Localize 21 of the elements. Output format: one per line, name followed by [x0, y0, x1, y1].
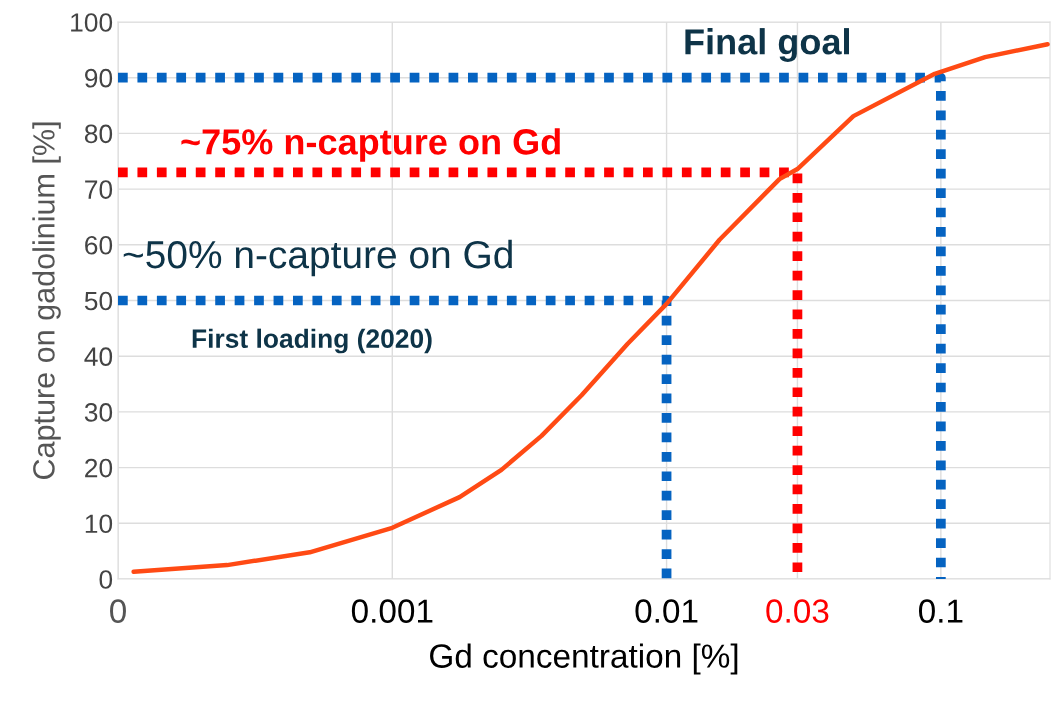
- y-tick-label: 90: [85, 68, 113, 88]
- y-axis-title: Capture on gadolinium [%]: [32, 122, 61, 479]
- y-tick-label: 60: [85, 235, 113, 255]
- y-tick-label: 50: [84, 291, 113, 311]
- annotation: ~75% n-capture on Gd: [181, 128, 560, 162]
- annotation: ~50% n-capture on Gd: [123, 239, 512, 277]
- x-tick-label: 0.001: [351, 599, 433, 623]
- y-tick-label: 0: [99, 570, 113, 589]
- x-tick-label: 0.1: [918, 599, 963, 623]
- x-axis-title: Gd concentration [%]: [430, 643, 738, 675]
- x-tick-label: 0.01: [635, 599, 698, 623]
- y-tick-label: 20: [85, 458, 113, 478]
- y-tick-label: 40: [84, 347, 113, 367]
- y-tick-label: 30: [84, 403, 113, 422]
- annotation: Final goal: [685, 28, 849, 62]
- annotation: First loading (2020): [192, 328, 432, 354]
- y-tick-label: 70: [85, 180, 113, 199]
- y-tick-label: 80: [84, 124, 113, 144]
- y-tick-label: 100: [71, 13, 113, 32]
- y-tick-label: 10: [85, 514, 113, 534]
- x-tick-label: 0.03: [766, 599, 829, 623]
